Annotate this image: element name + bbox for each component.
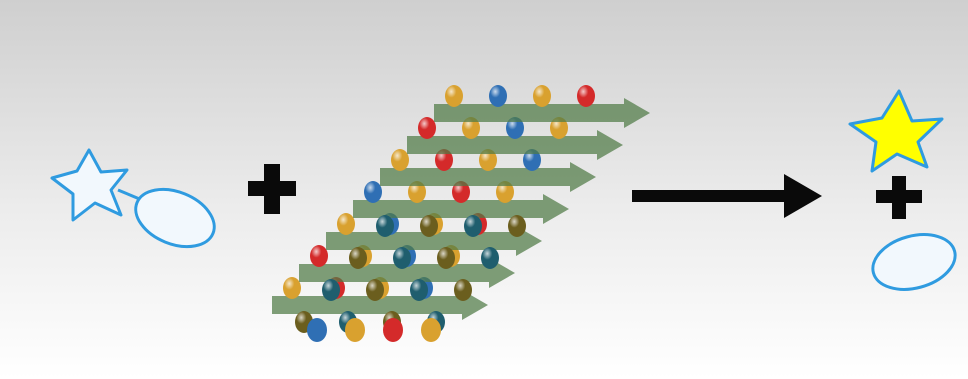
bead-shine — [454, 279, 472, 301]
beta-strand-5 — [380, 162, 596, 192]
bead-shine — [533, 85, 551, 107]
bead-shine — [418, 117, 436, 139]
right-arrow-icon — [632, 174, 822, 218]
bead-shine — [435, 149, 453, 171]
bead-shine — [508, 215, 526, 237]
substrate-molecule — [50, 148, 216, 249]
substrate-ellipse-icon — [134, 187, 216, 249]
beta-strand-7 — [434, 98, 650, 128]
bead-shine — [550, 117, 568, 139]
bead-shine — [445, 85, 463, 107]
bead-bottom-1 — [307, 318, 327, 342]
bead-shine — [283, 277, 301, 299]
bead-shine — [464, 215, 482, 237]
bead-shine — [496, 181, 514, 203]
plus-icon — [248, 164, 296, 214]
bead-shine — [393, 247, 411, 269]
product-star-icon — [848, 89, 944, 173]
bead-shine — [376, 215, 394, 237]
substrate-star-icon — [50, 148, 129, 222]
bead-shine — [364, 181, 382, 203]
bead-shine — [391, 149, 409, 171]
bead-shine — [366, 279, 384, 301]
bead-shine — [420, 215, 438, 237]
bead-bottom-3 — [383, 318, 403, 342]
bead-shine — [462, 117, 480, 139]
bead-shine — [408, 181, 426, 203]
bead-shine — [337, 213, 355, 235]
bead-shine — [523, 149, 541, 171]
beta-strand-6 — [407, 130, 623, 160]
bead-shine — [481, 247, 499, 269]
bead-shine — [489, 85, 507, 107]
bead-bottom-2 — [345, 318, 365, 342]
bead-shine — [410, 279, 428, 301]
product-ellipse-icon — [871, 233, 957, 291]
product-group — [848, 89, 957, 291]
bead-shine — [322, 279, 340, 301]
bead-bottom-4 — [421, 318, 441, 342]
bead-shine — [506, 117, 524, 139]
catalyst-sheet-stack-icon — [272, 85, 650, 342]
bead-shine — [437, 247, 455, 269]
bead-shine — [577, 85, 595, 107]
bead-shine — [349, 247, 367, 269]
product-plus-icon — [876, 176, 922, 219]
bead-shine — [479, 149, 497, 171]
bead-shine — [452, 181, 470, 203]
bead-shine — [310, 245, 328, 267]
